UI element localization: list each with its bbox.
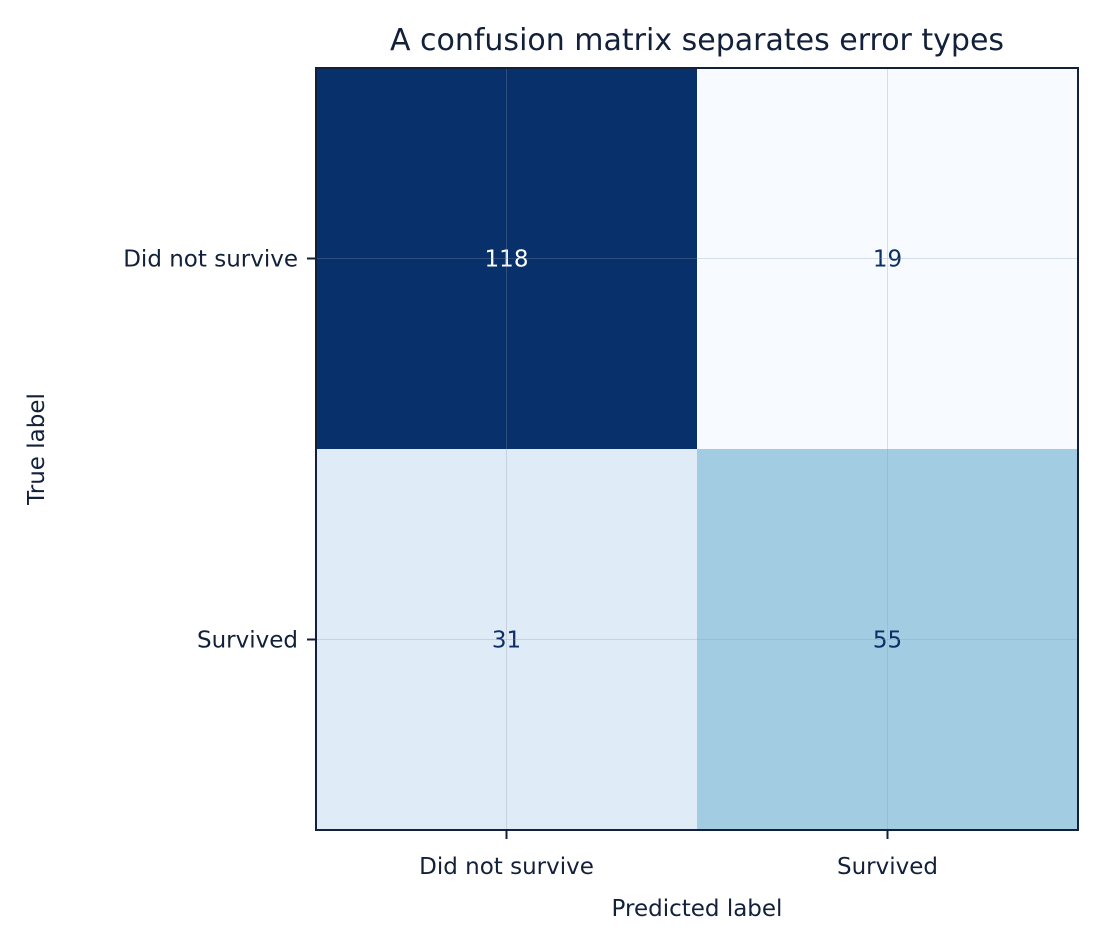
matrix-cell [697,449,1078,830]
chart-title: A confusion matrix separates error types [390,23,1004,58]
x-axis-label: Predicted label [612,896,783,922]
y-tick-label: Survived [197,628,298,654]
matrix-cell [316,449,697,830]
y-axis-label: True label [24,393,50,506]
x-tick-label: Survived [837,854,938,880]
matrix-cells: 118 19 31 55 [316,68,1078,830]
matrix-cell [316,68,697,449]
gridlines [316,68,1078,830]
cell-value-label: 31 [492,628,521,654]
y-axis-ticks: Did not survive Survived [123,247,316,654]
plot-frame [315,67,1079,831]
x-axis-ticks: Did not survive Survived [419,830,938,880]
cell-value-label: 55 [873,628,902,654]
matrix-cell [697,68,1078,449]
cell-value-label: 118 [485,247,529,273]
y-tick-label: Did not survive [123,247,298,273]
cell-value-label: 19 [873,247,902,273]
x-tick-label: Did not survive [419,854,594,880]
